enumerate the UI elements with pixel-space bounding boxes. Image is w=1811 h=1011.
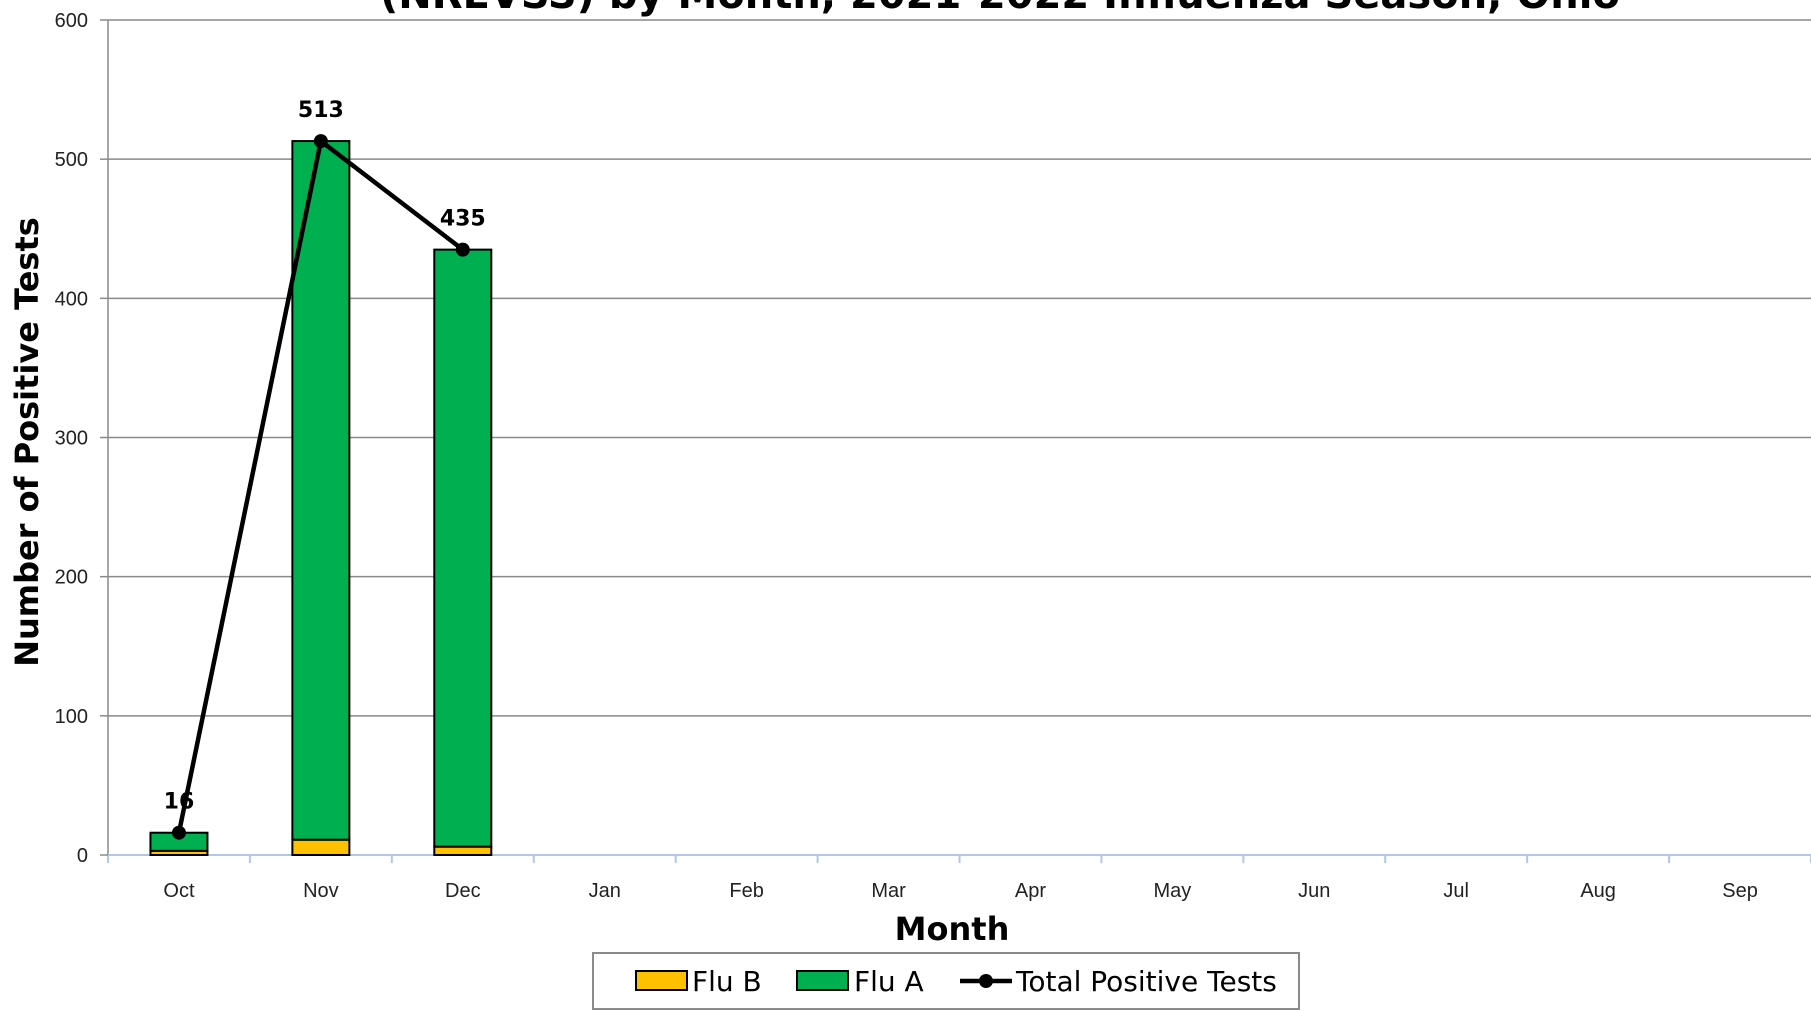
x-tick-label: May [1153,880,1191,902]
y-axis-title: Number of Positive Tests [8,217,46,667]
total-point [313,134,328,149]
legend-label: Flu A [854,965,924,998]
x-tick-label: Jul [1443,880,1469,902]
gridlines [108,19,1811,717]
x-tick-label: Sep [1722,880,1758,902]
y-tick-label: 100 [55,706,88,728]
total-point [171,825,186,840]
data-labels: 16 513 435 [164,98,486,815]
legend-label: Total Positive Tests [1015,965,1277,998]
data-label: 16 [164,790,195,815]
y-tick-label: 500 [55,149,88,171]
y-tick-label: 200 [55,567,88,589]
y-axis-ticks: 0 100 200 300 400 500 600 [55,10,88,867]
x-tick-label: Oct [163,880,195,902]
legend-swatch [796,970,849,991]
legend-marker [979,974,993,988]
bars [149,140,493,857]
y-tick-label: 0 [77,845,88,867]
legend-label: Flu B [692,965,762,998]
x-tick-label: Jun [1298,880,1330,902]
data-label: 435 [440,207,486,232]
y-tick-label: 400 [55,288,88,310]
data-label: 513 [298,98,344,123]
bar-flu-a [291,140,351,841]
x-axis: Oct Nov Dec Jan Feb Mar Apr May Jun Jul Aug Sep [100,19,1811,902]
x-tick-label: Apr [1015,880,1046,902]
y-tick-label: 300 [55,428,88,450]
x-tick-label: Jan [589,880,621,902]
total-point [455,242,470,257]
x-tick-label: Nov [303,880,339,902]
x-tick-label: Feb [729,880,763,902]
total-line [171,134,470,840]
legend: Flu B Flu A Total Positive Tests [592,952,1300,1010]
x-tick-label: Dec [445,880,481,902]
bar-flu-b [291,838,351,856]
bar-flu-a [433,248,493,848]
y-tick-label: 600 [55,10,88,32]
x-tick-label: Mar [871,880,906,902]
chart-title: (NREVSS) by Month, 2021-2022 Influenza S… [380,0,1620,18]
legend-swatch [635,970,688,991]
bar-flu-b [433,845,493,857]
x-axis-title: Month [895,910,1010,948]
x-tick-label: Aug [1580,880,1616,902]
legend-box [592,952,1300,1010]
